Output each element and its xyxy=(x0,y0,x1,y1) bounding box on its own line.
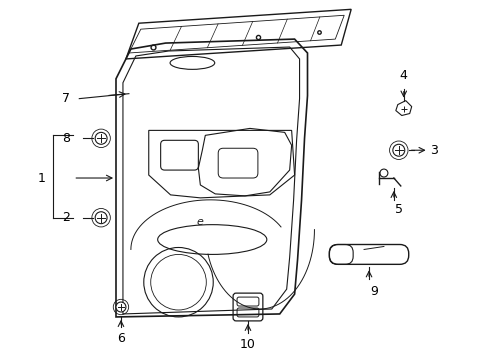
Text: 6: 6 xyxy=(117,332,124,345)
Text: 3: 3 xyxy=(429,144,437,157)
Text: 1: 1 xyxy=(38,171,45,185)
Circle shape xyxy=(95,212,107,224)
Text: 9: 9 xyxy=(369,285,377,298)
Text: 10: 10 xyxy=(240,338,255,351)
Circle shape xyxy=(392,144,404,156)
Text: 4: 4 xyxy=(399,69,407,82)
Text: 2: 2 xyxy=(62,211,70,224)
Text: 7: 7 xyxy=(62,92,70,105)
Circle shape xyxy=(116,302,126,312)
Text: 5: 5 xyxy=(394,203,402,216)
Text: 8: 8 xyxy=(62,132,70,145)
Text: e: e xyxy=(197,217,203,227)
Circle shape xyxy=(95,132,107,144)
